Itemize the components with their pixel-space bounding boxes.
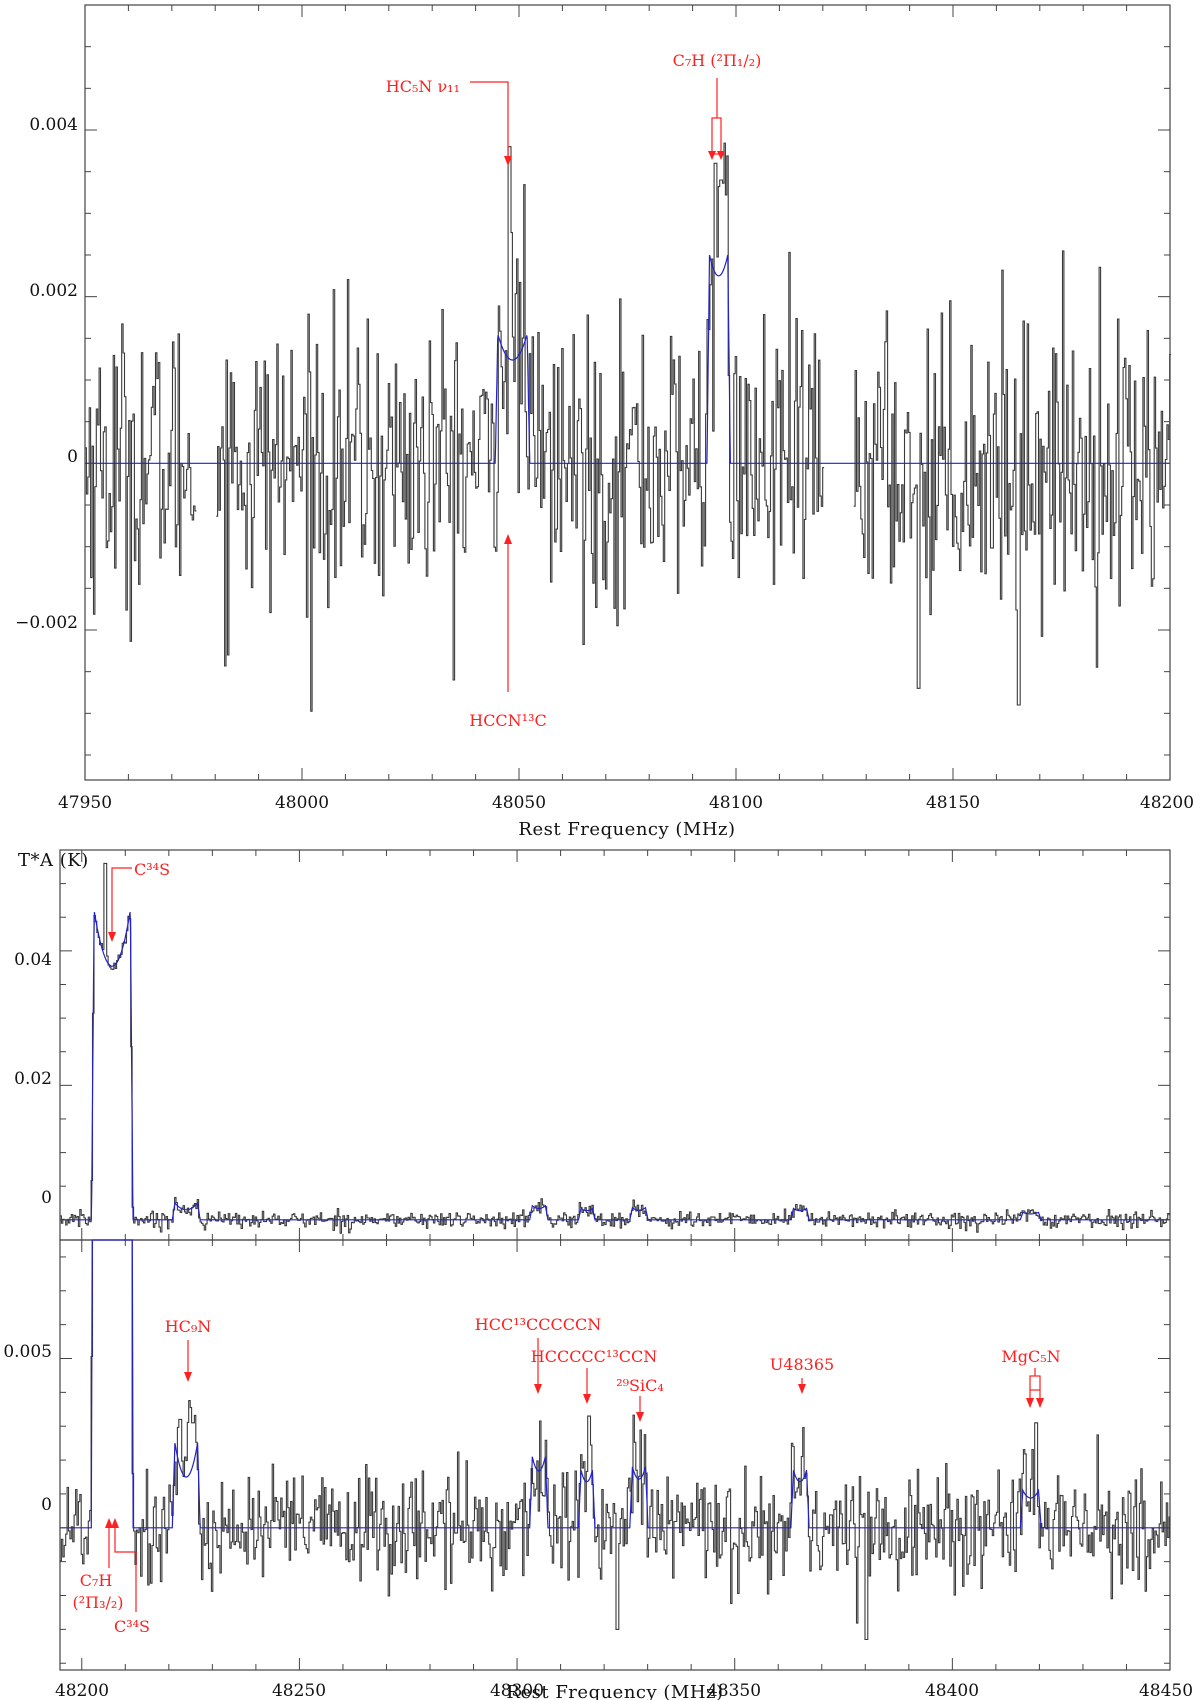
annotation-label: HCCN¹³C [469, 711, 547, 730]
annotation-hccn13c: HCCN¹³C [469, 534, 547, 730]
ytick-label: 0 [67, 447, 78, 467]
panel-bot-ticks [60, 1240, 1171, 1670]
x-axis-title: Rest Frequency (MHz) [518, 819, 735, 840]
ytick-label: 0.005 [3, 1342, 52, 1362]
annotation-label: HC₉N [165, 1317, 212, 1336]
annotation-label: HCCCCC¹³CCN [531, 1347, 657, 1366]
ytick-label: 0.002 [29, 281, 78, 301]
annotation-c34s-mid: C³⁴S [108, 860, 170, 942]
annotation-label: C³⁴S [114, 1617, 150, 1636]
panel-top: −0.002 0 0.002 0.004 47950 48000 48050 4… [15, 4, 1194, 840]
observed-spectrum [85, 142, 1172, 712]
observed-spectrum [60, 1239, 1171, 1641]
ytick-label: 0 [41, 1495, 52, 1515]
xtick-label: 48100 [709, 793, 763, 813]
panel-bot-frame [59, 1239, 1171, 1671]
xtick-label: 48050 [492, 793, 546, 813]
annotation-label: C₇H (²Π₁/₂) [673, 51, 762, 70]
annotation-label: (²Π₃/₂) [72, 1593, 123, 1612]
xtick-label: 48150 [926, 793, 980, 813]
ytick-label: 0.02 [14, 1069, 52, 1089]
x-axis-title: Rest Frequency (MHz) [506, 1682, 723, 1700]
annotation-label: C₇H [80, 1571, 113, 1590]
xtick-label: 47950 [58, 793, 112, 813]
annotation-c7h-2pi12: C₇H (²Π₁/₂) [673, 51, 762, 160]
model-spectrum [85, 254, 1170, 464]
xtick-label: 48200 [1140, 793, 1194, 813]
model-spectrum [60, 911, 1170, 1221]
ytick-label: 0.004 [29, 115, 78, 135]
xtick-label: 48300 [490, 1681, 544, 1700]
annotation-label: MgC₅N [1001, 1347, 1060, 1366]
annotation-mgc5n: MgC₅N [1001, 1347, 1061, 1408]
xtick-label: 48400 [925, 1681, 979, 1700]
panel-mid: 0 0.02 0.04 T*A (K) C³⁴S [14, 849, 1171, 1241]
ytick-label: 0.04 [14, 950, 52, 970]
annotation-u48365: U48365 [770, 1355, 834, 1394]
xtick-label: 48250 [272, 1681, 326, 1700]
panel-mid-data [60, 862, 1171, 1234]
panel-top-data [85, 142, 1172, 712]
annotation-hc5n-v11: HC₅N ν₁₁ [386, 77, 512, 166]
model-spectrum [60, 1239, 1170, 1529]
ytick-label: 0 [41, 1188, 52, 1208]
annotation-c34s-bot: C³⁴S [111, 1518, 150, 1636]
annotation-label: C³⁴S [134, 860, 170, 879]
annotation-c7h-2pi32: C₇H (²Π₃/₂) [72, 1518, 124, 1612]
annotation-hc9n: HC₉N [165, 1317, 212, 1382]
annotation-29sic4: ²⁹SiC₄ [616, 1376, 664, 1422]
panel-top-ticks [84, 4, 1171, 780]
panel-mid-frame [59, 849, 1171, 1241]
xtick-label: 48000 [275, 793, 329, 813]
xtick-label: 48200 [55, 1681, 109, 1700]
annotation-label: ²⁹SiC₄ [616, 1376, 664, 1395]
xtick-label: 48350 [707, 1681, 761, 1700]
xtick-label: 48450 [1139, 1681, 1193, 1700]
panel-bot-data [60, 1239, 1171, 1641]
annotation-label: HC₅N ν₁₁ [386, 77, 460, 96]
observed-spectrum [60, 862, 1171, 1234]
annotation-hcc13cccccn: HCC¹³CCCCCN [475, 1315, 601, 1394]
panel-bot: 0 0.005 48200 48250 48300 48350 48400 48… [3, 1239, 1193, 1700]
annotation-label: HCC¹³CCCCCN [475, 1315, 601, 1334]
annotation-hccccc13ccn: HCCCCC¹³CCN [531, 1347, 657, 1404]
panel-mid-ticks [60, 849, 1171, 1240]
y-axis-title: T*A (K) [18, 850, 89, 871]
ytick-label: −0.002 [15, 613, 78, 633]
annotation-label: U48365 [770, 1355, 834, 1374]
